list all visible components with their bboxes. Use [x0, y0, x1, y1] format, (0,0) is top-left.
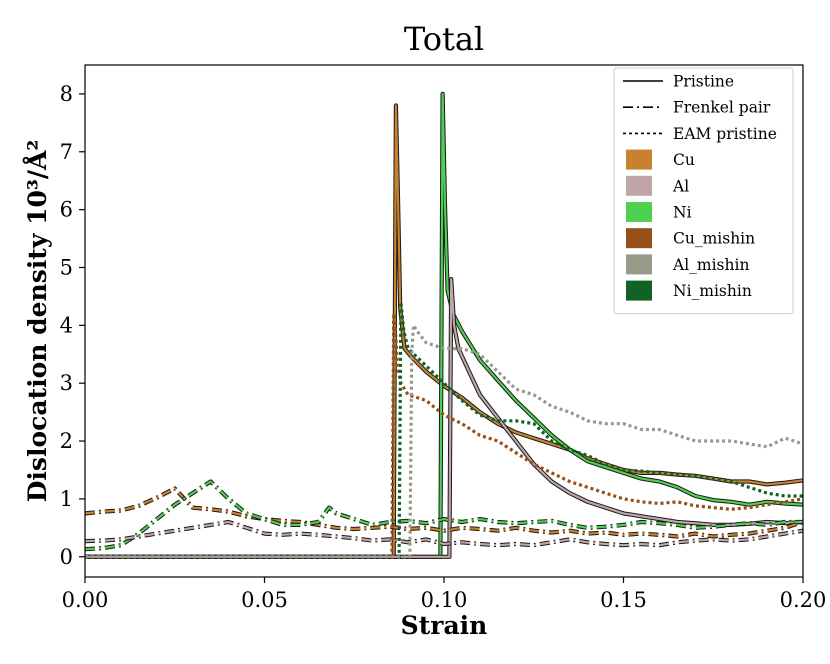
legend-swatch-ni: [626, 202, 652, 222]
x-tick-label: 0.10: [421, 588, 468, 612]
x-axis: 0.00 0.05 0.10 0.15 0.20: [62, 577, 827, 612]
series-ni-pristine: [85, 92, 804, 558]
legend-label-ni-mishin: Ni_mishin: [673, 282, 752, 300]
y-tick-label: 5: [60, 255, 73, 279]
legend-label-pristine: Pristine: [673, 73, 734, 91]
legend-label-eam-pristine: EAM pristine: [673, 125, 777, 143]
legend-swatch-cu: [626, 149, 652, 170]
legend: Pristine Frenkel pair EAM pristine Cu Al Ni Cu…: [613, 67, 794, 315]
legend-label-frenkel-pair: Frenkel pair: [673, 99, 771, 117]
y-tick-label: 1: [60, 487, 73, 511]
legend-label-al: Al: [672, 177, 689, 195]
legend-swatch-al: [626, 175, 652, 196]
y-tick-label: 0: [60, 545, 73, 569]
y-tick-label: 3: [60, 371, 73, 395]
chart-title: Total: [404, 20, 484, 58]
y-axis: 0 1 2 3 4 5 6 7 8: [60, 82, 85, 569]
series-ni-frenkel-pair: [84, 480, 803, 551]
y-tick-label: 7: [60, 140, 73, 164]
legend-label-cu-mishin: Cu_mishin: [673, 230, 755, 248]
series-al-pristine-outline: [85, 277, 804, 559]
y-axis-label: Dislocation density 10³/Å²: [23, 140, 52, 503]
y-tick-label: 8: [60, 82, 73, 106]
series-cu-frenkel-pair: [84, 487, 804, 538]
y-tick-label: 6: [60, 198, 73, 222]
legend-label-al-mishin: Al_mishin: [672, 256, 749, 274]
legend-label-cu: Cu: [673, 151, 695, 169]
legend-swatch-ni-mishin: [626, 280, 652, 301]
series-al-pristine: [85, 278, 804, 558]
legend-label-ni: Ni: [673, 204, 692, 222]
series-ni-frenkel-pair-outline: [84, 479, 803, 552]
series-layer: [84, 91, 804, 559]
x-axis-label: Strain: [401, 611, 488, 640]
x-tick-label: 0.00: [62, 588, 109, 612]
legend-swatch-al-mishin: [626, 254, 652, 275]
y-tick-label: 4: [60, 313, 73, 337]
y-tick-label: 2: [60, 429, 73, 453]
x-tick-label: 0.05: [241, 588, 288, 612]
series-ni-mishin-eam-pristine: [85, 300, 803, 559]
x-tick-label: 0.20: [780, 588, 827, 612]
series-al-frenkel-pair: [84, 520, 804, 547]
legend-box: [613, 67, 794, 315]
x-tick-label: 0.15: [600, 588, 647, 612]
legend-swatch-cu-mishin: [626, 228, 652, 249]
